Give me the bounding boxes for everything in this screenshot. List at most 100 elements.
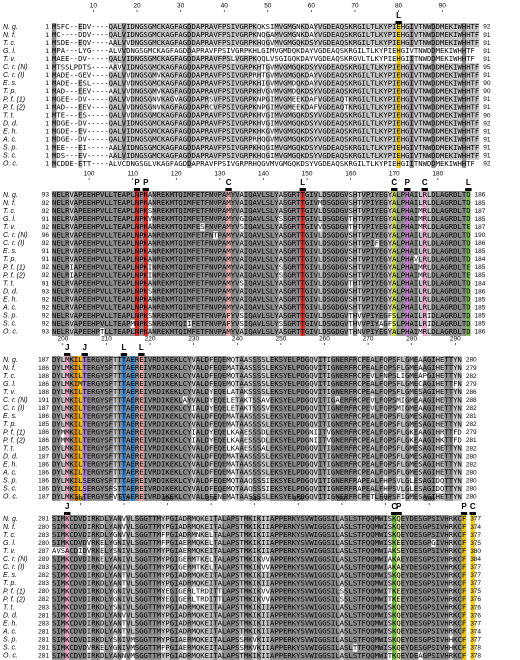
conservation-shade [195, 404, 209, 413]
conservation-shade [431, 199, 467, 208]
conservation-shade [466, 79, 480, 88]
conservation-shade [357, 303, 362, 312]
conservation-shade [444, 436, 454, 445]
conservation-shade [352, 215, 358, 224]
conservation-shade [400, 579, 449, 588]
conservation-shade [191, 151, 262, 160]
conservation-shade [217, 531, 223, 540]
conservation-shade [239, 514, 244, 524]
conservation-shade [126, 587, 131, 596]
conservation-shade [52, 199, 70, 208]
conservation-shade [352, 287, 358, 296]
conservation-shade [387, 412, 397, 421]
conservation-shade [331, 372, 358, 381]
conservation-shade [431, 295, 467, 304]
conservation-shade [326, 452, 332, 461]
sequence: DYLMKIMTERGYSFTTTAEREIVRDIKEKLCYVALDFEQE… [52, 380, 462, 388]
conservation-shade [187, 635, 192, 644]
conservation-shade [339, 555, 345, 564]
species-name: S. p. [3, 145, 17, 152]
conservation-shade [126, 635, 131, 644]
conservation-shade [248, 388, 253, 397]
conservation-shade [431, 215, 467, 224]
conservation-shade [426, 199, 432, 208]
conservation-shade [431, 207, 467, 216]
conservation-shade [418, 247, 423, 256]
conservation-shade [256, 579, 262, 588]
species-name: O. c. [3, 161, 18, 168]
conservation-shade [165, 643, 170, 652]
conservation-shade [431, 143, 436, 152]
sequence: SIMKCDVDIRKDLYANIVLSGGTTMYPGIGERMTKELTAL… [52, 563, 466, 571]
conservation-shade [461, 31, 467, 40]
conservation-shade [65, 380, 79, 389]
conservation-shade [91, 547, 100, 556]
conservation-shade [453, 619, 467, 628]
conservation-shade [413, 31, 432, 40]
conservation-shade [352, 231, 358, 240]
conservation-shade [239, 436, 244, 445]
conservation-shade [317, 452, 327, 461]
conservation-shade [213, 476, 227, 485]
conservation-shade [426, 247, 432, 256]
conservation-shade [413, 468, 419, 477]
conservation-shade [243, 514, 253, 524]
conservation-shade [344, 531, 388, 540]
conservation-shade [243, 603, 253, 612]
conservation-shade [86, 492, 114, 501]
conservation-shade [361, 364, 371, 373]
sequence: DYLMKILTERGYSFTTTAEREIVRDIKEKLCYVALDFEQE… [52, 461, 462, 469]
conservation-shade [409, 71, 414, 80]
conservation-shade [178, 547, 183, 556]
conservation-shade [326, 492, 332, 501]
species-name: N. f. [3, 365, 16, 372]
conservation-shade [435, 39, 462, 48]
conservation-shade [261, 484, 266, 493]
conservation-shade [261, 404, 266, 413]
conservation-shade [374, 476, 384, 485]
end-position: 91 [483, 72, 491, 79]
conservation-shade [130, 514, 135, 524]
conservation-shade [60, 364, 66, 373]
conservation-shade [52, 159, 57, 168]
conservation-shade [339, 643, 345, 652]
annotation-label: C [391, 178, 397, 187]
conservation-shade [326, 476, 332, 485]
ruler-label: 310 [119, 496, 130, 503]
conservation-shade [178, 523, 188, 532]
conservation-shade [222, 523, 240, 532]
conservation-shade [52, 111, 57, 120]
conservation-shade [387, 492, 397, 501]
conservation-shade [374, 428, 384, 437]
start-position: 283 [38, 564, 49, 571]
conservation-shade [326, 396, 332, 405]
conservation-shade [252, 355, 262, 365]
conservation-shade [113, 388, 118, 397]
conservation-shade [169, 635, 179, 644]
conservation-shade [187, 651, 192, 660]
conservation-shade [252, 404, 262, 413]
conservation-shade [60, 476, 66, 485]
highlight-column [396, 22, 401, 168]
conservation-shade [130, 595, 135, 604]
conservation-shade [69, 247, 74, 256]
species-name: N. g. [3, 516, 18, 523]
conservation-shade [444, 452, 454, 461]
conservation-shade [91, 571, 100, 580]
conservation-shade [239, 651, 244, 660]
conservation-shade [352, 190, 358, 200]
start-position: 283 [38, 580, 49, 587]
conservation-shade [357, 287, 362, 296]
conservation-shade [117, 539, 122, 548]
conservation-shade [104, 651, 114, 660]
conservation-shade [86, 531, 92, 540]
conservation-shade [169, 587, 179, 596]
conservation-shade [466, 71, 480, 80]
conservation-shade [457, 380, 462, 389]
conservation-shade [213, 563, 218, 572]
conservation-shade [422, 428, 436, 437]
conservation-shade [418, 279, 423, 288]
species-name: T. v. [3, 548, 16, 555]
conservation-shade [317, 190, 323, 200]
